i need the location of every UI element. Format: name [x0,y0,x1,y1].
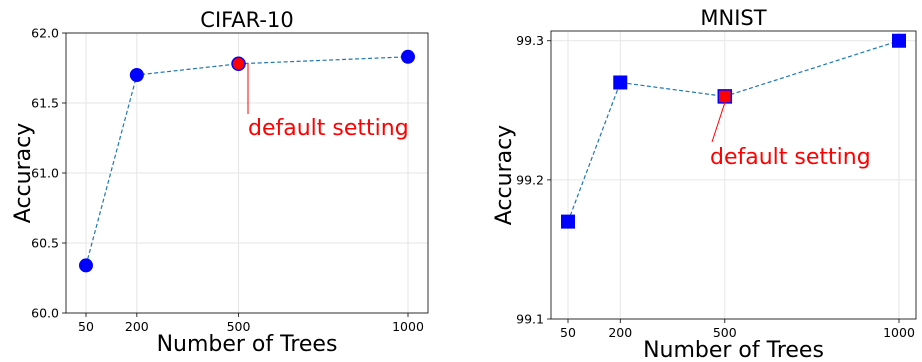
data-point [129,68,144,82]
y-tick-label: 99.2 [516,172,544,187]
plot-frame [550,30,917,320]
x-axis-label: Number of Trees [643,338,824,362]
series-line [85,56,409,266]
y-tick-label: 99.1 [516,312,544,327]
x-tick-label: 50 [560,325,576,340]
chart-panel-cifar-10: 50 200 500 1000 60.0 60.5 61.0 61.5 62.0 CIFAR-10… [11,8,429,357]
x-tick-label: 1000 [392,319,424,334]
data-point [79,258,93,273]
y-axis-label: Accuracy [492,125,517,225]
x-tick-label: 500 [227,319,251,334]
y-tick-label: 61.5 [31,96,59,111]
chart-title: CIFAR-10 [200,8,293,32]
data-point [561,214,575,229]
y-axis-label: Accuracy [11,123,36,223]
data-point [717,89,733,104]
annotation-label: default setting [248,116,409,141]
y-tick-label: 61.0 [31,166,59,181]
annotation-pointer [711,92,729,143]
y-tick-label: 62.0 [31,26,59,41]
x-tick-label: 50 [78,319,94,334]
x-tick-label: 200 [608,325,632,340]
x-tick-label: 200 [125,319,149,334]
data-point [401,49,415,64]
y-tick-label: 60.5 [31,236,59,251]
x-tick-label: 500 [713,325,737,340]
annotation-label: default setting [710,145,871,170]
x-axis-label: Number of Trees [157,332,338,357]
y-tick-label: 99.3 [516,33,544,48]
series-line [567,40,900,222]
data-point [892,33,906,48]
chart-panel-mnist: 50 200 500 1000 99.1 99.2 99.3 MNIST Number of T… [492,6,917,362]
data-point [613,75,628,90]
chart-title: MNIST [700,6,766,30]
x-tick-label: 1000 [883,325,915,340]
y-tick-label: 60.0 [31,306,59,321]
data-point [231,56,246,72]
